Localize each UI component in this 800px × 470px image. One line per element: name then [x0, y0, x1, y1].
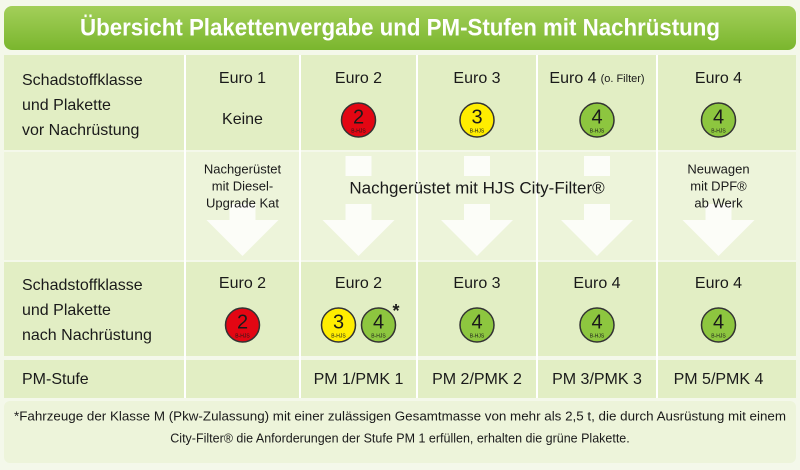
badge-number: 2	[237, 311, 248, 333]
row-label: PM-Stufe	[22, 371, 89, 388]
arrow-shaft	[705, 204, 732, 220]
badge-number: 4	[713, 311, 724, 333]
retrofit-note: Nachgerüstet	[204, 161, 282, 176]
class-suffix: (o. Filter)	[601, 73, 645, 85]
badge-number: 4	[713, 106, 724, 128]
arrow-shaft	[464, 204, 490, 220]
row-retrofit	[4, 152, 796, 260]
arrow-head	[682, 220, 755, 256]
badge-caption: B-HJS	[331, 333, 346, 339]
pm-stage: PM 5/PMK 4	[674, 371, 764, 388]
badge	[320, 307, 357, 343]
class-label: Euro 3	[453, 275, 500, 292]
retrofit-note: Neuwagen	[687, 161, 749, 176]
badge-number: 3	[333, 311, 344, 333]
retrofit-title: Nachgerüstet mit HJS City-Filter®	[349, 178, 605, 197]
row-before	[4, 55, 796, 150]
arrow-head	[561, 220, 633, 256]
row-label: und Plakette	[22, 302, 111, 319]
arrow-top	[584, 156, 610, 176]
retrofit-note: mit DPF®	[690, 178, 747, 193]
class-label: Euro 2	[335, 275, 382, 292]
row-label: und Plakette	[22, 97, 111, 114]
badge-caption: B-HJS	[590, 128, 605, 134]
badge-number: 2	[353, 106, 364, 128]
row-after	[4, 262, 796, 356]
retrofit-note: ab Werk	[694, 195, 743, 210]
class-name: Euro 2	[335, 70, 382, 87]
badge	[700, 102, 737, 138]
class-name: Euro 3	[453, 275, 500, 292]
retrofit-note: mit Diesel-	[212, 178, 273, 193]
arrow-head	[322, 220, 395, 256]
badge	[224, 307, 261, 343]
class-name: Euro 3	[453, 70, 500, 87]
badge-caption: B-HJS	[711, 128, 726, 134]
class-label: Euro 2	[219, 275, 266, 292]
content: Schadstoffklasse und Plakette vor Nachrüst…	[14, 55, 786, 445]
footnote-line: *Fahrzeuge der Klasse M (Pkw-Zulassung) …	[14, 409, 786, 423]
class-label: Euro 4 (o. Filter)	[549, 70, 644, 87]
footnote-line: City-Filter® die Anforderungen der Stufe…	[170, 431, 629, 445]
row-label: Schadstoffklasse	[22, 72, 143, 89]
class-name: Euro 2	[335, 275, 382, 292]
badge	[459, 307, 495, 343]
badge	[340, 102, 377, 138]
arrow-top	[464, 156, 490, 176]
class-name: Euro 4	[573, 275, 620, 292]
badge-number: 4	[471, 311, 482, 333]
class-label: Euro 1	[219, 70, 266, 87]
arrow-shaft	[584, 204, 610, 220]
badge-caption: B-HJS	[590, 333, 605, 339]
row-label: Schadstoffklasse	[22, 277, 143, 294]
row-label: nach Nachrüstung	[22, 327, 152, 344]
class-label: Euro 4	[573, 275, 620, 292]
badge	[360, 307, 397, 343]
badge	[700, 307, 737, 343]
class-name: Euro 4	[695, 275, 742, 292]
class-label: Euro 3	[453, 70, 500, 87]
badge-caption: B-HJS	[711, 333, 726, 339]
title: Übersicht Plakettenvergabe und PM-Stufen…	[80, 14, 720, 41]
class-name: Euro 1	[219, 70, 266, 87]
class-label: Euro 2	[335, 70, 382, 87]
badge-caption: B-HJS	[351, 128, 366, 134]
badge	[579, 307, 615, 343]
pm-stage: PM 2/PMK 2	[432, 371, 522, 388]
cell-text: Keine	[222, 111, 263, 128]
badge-caption: B-HJS	[371, 333, 386, 339]
badge-caption: B-HJS	[470, 128, 485, 134]
arrow-shaft	[229, 204, 256, 220]
title-bar	[4, 6, 796, 50]
retrofit-note: Upgrade Kat	[206, 195, 279, 210]
class-name: Euro 2	[219, 275, 266, 292]
arrow-head	[206, 220, 279, 256]
arrow-shaft	[345, 204, 372, 220]
arrow-head	[441, 220, 513, 256]
class-name: Euro 4	[695, 70, 742, 87]
arrow-top	[345, 156, 372, 176]
footnote-box	[4, 401, 796, 463]
badge-number: 3	[471, 106, 482, 128]
class-label: Euro 4	[695, 70, 742, 87]
row-pm	[4, 360, 796, 398]
badge-caption: B-HJS	[235, 333, 250, 339]
badge-number: 4	[591, 311, 602, 333]
row-label: vor Nachrüstung	[22, 122, 139, 139]
badge	[579, 102, 615, 138]
pm-stage: PM 3/PMK 3	[552, 371, 642, 388]
pm-stage: PM 1/PMK 1	[314, 371, 404, 388]
badge-number: 4	[591, 106, 602, 128]
badge-number: 4	[373, 311, 384, 333]
badge	[459, 102, 495, 138]
class-name: Euro 4	[549, 70, 596, 87]
class-label: Euro 4	[695, 275, 742, 292]
badge-caption: B-HJS	[470, 333, 485, 339]
marker: *	[393, 301, 400, 321]
